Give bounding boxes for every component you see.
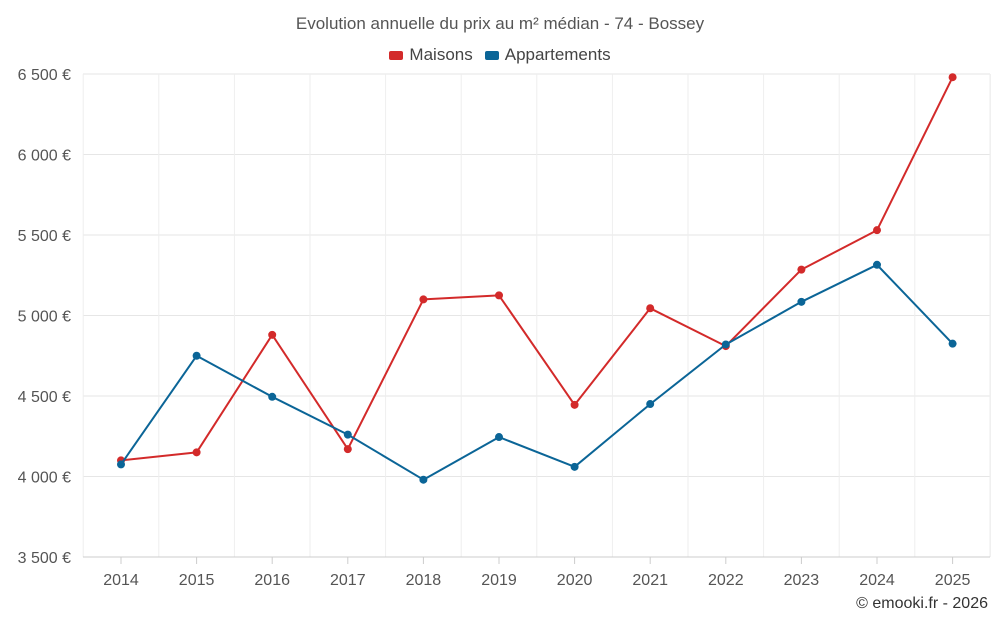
y-tick-label: 5 000 € [18,309,71,326]
data-point-appartements[interactable] [268,392,277,401]
data-point-appartements[interactable] [721,340,730,349]
legend-swatch-maisons [389,50,404,60]
series-line-maisons [120,76,954,462]
data-point-maisons[interactable] [419,295,428,304]
legend-label-maisons: Maisons [409,45,473,64]
copyright-text: © emooki.fr - 2026 [856,595,988,612]
x-tick-label: 2021 [632,572,668,589]
series-line-appartements [120,263,954,481]
data-point-appartements[interactable] [495,433,503,442]
data-point-maisons[interactable] [646,304,655,313]
data-point-appartements[interactable] [570,462,579,471]
y-tick-label: 4 000 € [18,470,71,487]
x-tick-label: 2022 [708,572,744,589]
x-tick-label: 2017 [330,572,366,589]
legend-item-maisons[interactable]: Maisons [389,45,473,65]
legend-label-appartements: Appartements [504,45,611,64]
data-point-maisons[interactable] [873,226,881,235]
chart-title: Evolution annuelle du prix au m² médian … [295,14,705,33]
y-tick-label: 3 500 € [18,550,71,567]
data-point-maisons[interactable] [797,265,806,274]
axes: 3 500 € 4 000 € 4 500 € 5 000 € 5 500 € 6 000… [18,67,990,589]
y-tick-label: 4 500 € [18,389,71,406]
series [117,73,957,484]
data-point-maisons[interactable] [948,73,957,82]
x-tick-label: 2016 [254,572,290,589]
x-tick-label: 2019 [481,572,517,589]
data-point-maisons[interactable] [570,400,579,409]
data-point-maisons[interactable] [192,448,201,457]
grid [82,73,991,558]
data-point-appartements[interactable] [873,260,881,269]
data-point-appartements[interactable] [797,297,806,306]
data-point-maisons[interactable] [343,445,352,454]
legend-item-appartements[interactable]: Appartements [484,45,611,65]
x-tick-label: 2015 [179,572,215,589]
y-tick-label: 5 500 € [18,228,71,245]
data-point-maisons[interactable] [495,291,503,300]
data-point-appartements[interactable] [343,430,352,439]
x-tick-label: 2014 [103,572,139,589]
data-point-appartements[interactable] [117,460,125,469]
x-tick-label: 2025 [935,572,971,589]
data-point-maisons[interactable] [268,330,277,339]
data-point-appartements[interactable] [646,400,655,409]
x-tick-label: 2020 [557,572,593,589]
y-tick-label: 6 500 € [18,67,71,84]
x-tick-label: 2018 [406,572,442,589]
data-point-appartements[interactable] [192,351,201,360]
data-point-appartements[interactable] [948,339,957,348]
x-tick-label: 2024 [859,572,895,589]
chart-legend: Maisons Appartements [0,45,1000,65]
data-point-appartements[interactable] [419,475,428,484]
y-tick-label: 6 000 € [18,148,71,165]
x-tick-label: 2023 [784,572,820,589]
legend-swatch-appartements [484,50,499,60]
